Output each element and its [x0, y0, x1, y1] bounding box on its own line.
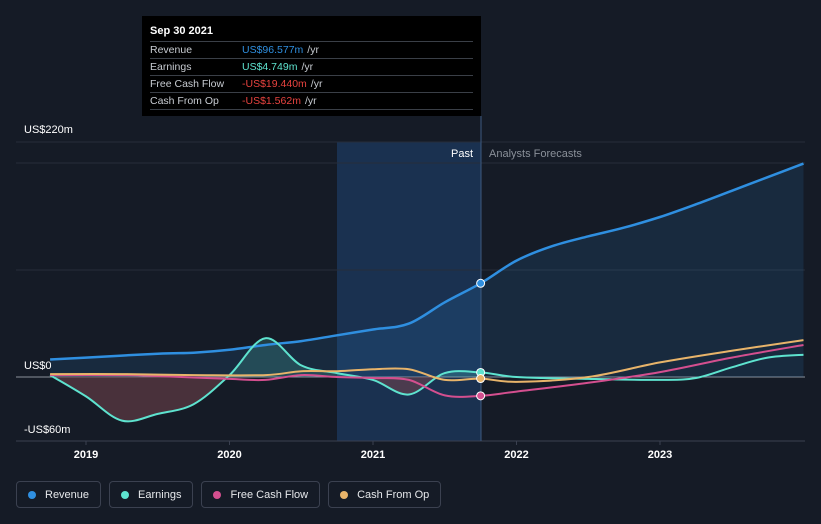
past-highlight-band — [337, 142, 481, 441]
tooltip-unit: /yr — [310, 78, 323, 90]
legend-label: Cash From Op — [357, 488, 430, 501]
past-label: Past — [451, 148, 473, 160]
tooltip-value: -US$19.440m — [242, 78, 307, 90]
legend-item-earnings[interactable]: Earnings — [109, 481, 194, 508]
tooltip-unit: /yr — [301, 61, 314, 73]
data-tooltip: Sep 30 2021 Revenue US$96.577m/yr Earnings… — [142, 16, 481, 116]
y-tick-label: -US$60m — [24, 424, 70, 436]
y-tick-label: US$220m — [24, 124, 73, 136]
x-tick-label: 2019 — [74, 449, 98, 461]
legend-label: Earnings — [138, 488, 182, 501]
legend-item-revenue[interactable]: Revenue — [16, 481, 102, 508]
x-tick-label: 2021 — [361, 449, 385, 461]
tooltip-unit: /yr — [307, 44, 319, 56]
legend-dot-icon — [28, 490, 36, 499]
earnings-area — [50, 338, 481, 422]
tooltip-label: Cash From Op — [150, 95, 219, 107]
series-fills — [50, 163, 804, 422]
tooltip-row: Revenue US$96.577m/yr — [150, 41, 473, 58]
revenue-highlight-point — [476, 278, 486, 288]
revenue-area — [50, 163, 804, 377]
legend-dot-icon — [121, 490, 130, 499]
axis-labels: US$220m US$0 -US$60m 2019 2020 2021 2022 2023 — [24, 124, 672, 461]
free-cash-flow-line — [50, 344, 804, 398]
legend-label: Revenue — [45, 488, 90, 501]
cash-from-op-line — [50, 339, 804, 383]
legend-dot-icon — [213, 490, 222, 499]
revenue-line — [50, 162, 804, 361]
x-tick-label: 2022 — [504, 449, 528, 461]
cash-from-op-highlight-point — [476, 374, 486, 384]
chart-legend: Revenue Earnings Free Cash Flow Cash From O… — [16, 481, 442, 508]
tooltip-label: Earnings — [150, 61, 192, 73]
tooltip-value: -US$1.562m — [242, 95, 301, 107]
legend-dot-icon — [340, 490, 349, 499]
gridlines — [16, 141, 805, 442]
legend-item-cash-from-op[interactable]: Cash From Op — [328, 481, 442, 508]
earnings-negative-area — [50, 377, 481, 422]
free-cash-flow-highlight-point — [476, 391, 486, 401]
tooltip-label: Free Cash Flow — [150, 78, 225, 90]
tooltip-date: Sep 30 2021 — [150, 25, 213, 37]
tooltip-row: Free Cash Flow -US$19.440m/yr — [150, 75, 473, 92]
series-lines — [49, 162, 804, 423]
tooltip-value: US$4.749m — [242, 61, 298, 73]
tooltip-label: Revenue — [150, 44, 193, 56]
legend-item-free-cash-flow[interactable]: Free Cash Flow — [201, 481, 321, 508]
tooltip-value: US$96.577m — [242, 44, 304, 56]
x-tick-label: 2023 — [648, 449, 672, 461]
y-tick-label: US$0 — [24, 360, 52, 372]
tooltip-row: Cash From Op -US$1.562m/yr — [150, 92, 473, 110]
tooltip-unit: /yr — [304, 95, 317, 107]
earnings-line — [49, 337, 804, 423]
highlight-markers — [476, 278, 486, 401]
legend-label: Free Cash Flow — [230, 488, 309, 501]
forecast-label: Analysts Forecasts — [489, 148, 582, 160]
x-tick-label: 2020 — [217, 449, 241, 461]
tooltip-row: Earnings US$4.749m/yr — [150, 58, 473, 75]
